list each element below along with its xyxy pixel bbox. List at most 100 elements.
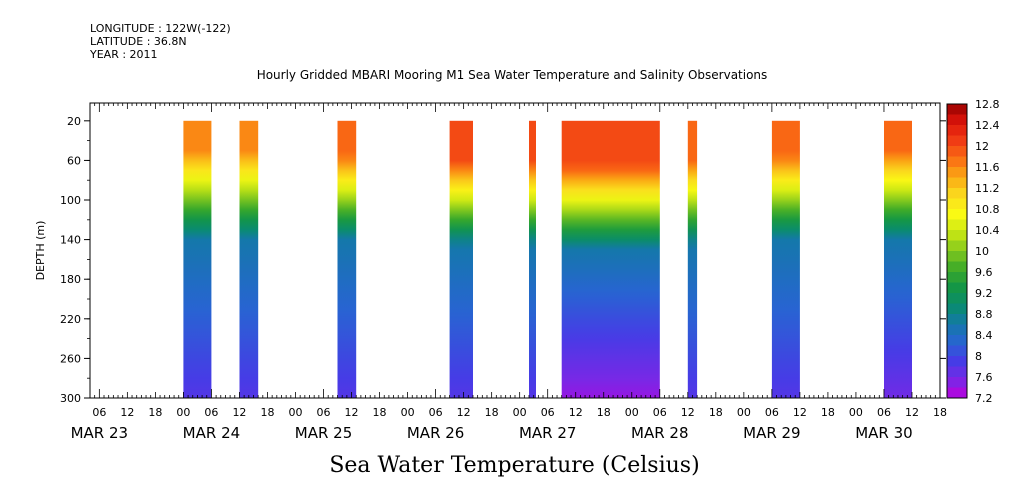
colorbar-band xyxy=(947,293,967,304)
colorbar-band xyxy=(947,240,967,252)
colorbar-label: 7.2 xyxy=(975,392,993,405)
y-tick-label: 140 xyxy=(60,234,81,247)
colorbar-label: 12.4 xyxy=(975,119,1000,132)
x-hour-label: 12 xyxy=(569,406,583,419)
colorbar-band xyxy=(947,335,967,346)
x-hour-label: 00 xyxy=(849,406,863,419)
colorbar-band xyxy=(947,198,967,210)
x-hour-label: 12 xyxy=(120,406,134,419)
colorbar-band xyxy=(947,356,967,367)
colorbar-label: 10 xyxy=(975,245,989,258)
x-hour-label: 06 xyxy=(541,406,555,419)
colorbar-band xyxy=(947,230,967,241)
x-hour-label: 00 xyxy=(737,406,751,419)
colorbar-label: 12 xyxy=(975,140,989,153)
colorbar-band xyxy=(947,251,967,262)
x-hour-label: 00 xyxy=(513,406,527,419)
axes: 06 12 18 00 06 12 18 00 06 12 18 00 06 12 18 00 06 12 18 00… xyxy=(34,102,947,442)
x-hour-label: 12 xyxy=(457,406,471,419)
colorbar-band xyxy=(947,377,967,388)
colorbar-label: 11.6 xyxy=(975,161,1000,174)
x-hour-label: 12 xyxy=(232,406,246,419)
x-hour-label: 18 xyxy=(485,406,499,419)
colorbar-label: 10.4 xyxy=(975,224,1000,237)
x-day-label: MAR 30 xyxy=(855,424,912,442)
colorbar-label: 10.8 xyxy=(975,203,1000,216)
x-day-label: MAR 23 xyxy=(71,424,128,442)
colorbar-band xyxy=(947,272,967,283)
x-hour-label: 06 xyxy=(204,406,218,419)
x-hour-label: 18 xyxy=(709,406,723,419)
x-hour-label: 00 xyxy=(176,406,190,419)
plot-area xyxy=(183,120,912,399)
plot-frame xyxy=(89,102,941,399)
colorbar-label: 8.4 xyxy=(975,329,993,342)
colorbar-band xyxy=(947,104,967,115)
x-hour-label: 12 xyxy=(793,406,807,419)
y-tick-label: 100 xyxy=(60,194,81,207)
y-tick-label: 60 xyxy=(67,154,81,167)
colorbar-label: 8.8 xyxy=(975,308,993,321)
x-day-label: MAR 28 xyxy=(631,424,688,442)
data-segment xyxy=(183,120,212,399)
data-segment xyxy=(337,120,357,399)
colorbar-label: 9.6 xyxy=(975,266,993,279)
x-hour-label: 18 xyxy=(597,406,611,419)
data-segment xyxy=(449,120,473,399)
x-hour-label: 00 xyxy=(288,406,302,419)
x-hour-label: 12 xyxy=(681,406,695,419)
colorbar-band xyxy=(947,188,967,199)
chart-title: Hourly Gridded MBARI Mooring M1 Sea Wate… xyxy=(256,68,768,82)
colorbar-label: 12.8 xyxy=(975,98,1000,111)
colorbar-band xyxy=(947,114,967,126)
x-hour-label: 00 xyxy=(401,406,415,419)
x-day-label: MAR 24 xyxy=(183,424,240,442)
x-hour-label: 06 xyxy=(877,406,891,419)
longitude-label: LONGITUDE : 122W(-122) xyxy=(90,22,231,35)
colorbar-label: 7.6 xyxy=(975,371,993,384)
colorbar-band xyxy=(947,282,967,294)
x-hour-label: 18 xyxy=(933,406,947,419)
y-axis-label: DEPTH (m) xyxy=(34,221,47,281)
colorbar-band xyxy=(947,209,967,220)
x-hour-label: 12 xyxy=(345,406,359,419)
colorbar-band xyxy=(947,125,967,136)
y-tick-label: 220 xyxy=(60,313,81,326)
colorbar-label: 8 xyxy=(975,350,982,363)
x-hour-label: 06 xyxy=(429,406,443,419)
colorbar-band xyxy=(947,146,967,157)
colorbar-band xyxy=(947,135,967,147)
data-segment xyxy=(561,120,660,399)
colorbar-band xyxy=(947,324,967,336)
x-day-label: MAR 26 xyxy=(407,424,464,442)
x-hour-label: 18 xyxy=(373,406,387,419)
variable-title: Sea Water Temperature (Celsius) xyxy=(329,453,700,478)
y-tick-label: 300 xyxy=(60,392,81,405)
x-hour-label: 00 xyxy=(625,406,639,419)
data-segment xyxy=(239,120,259,399)
data-segment xyxy=(687,120,698,399)
colorbar-band xyxy=(947,156,967,168)
colorbar-band xyxy=(947,314,967,325)
x-hour-label: 18 xyxy=(148,406,162,419)
colorbar-band xyxy=(947,303,967,315)
colorbar-band xyxy=(947,387,967,399)
x-hour-label: 06 xyxy=(92,406,106,419)
colorbar-band xyxy=(947,261,967,273)
x-day-label: MAR 27 xyxy=(519,424,576,442)
data-segment xyxy=(771,120,800,399)
x-hour-label: 12 xyxy=(905,406,919,419)
y-tick-label: 20 xyxy=(67,115,81,128)
colorbar-band xyxy=(947,177,967,189)
colorbar-band xyxy=(947,345,967,357)
x-hour-label: 06 xyxy=(317,406,331,419)
colorbar-band xyxy=(947,167,967,178)
x-day-label: MAR 29 xyxy=(743,424,800,442)
x-hour-label: 06 xyxy=(653,406,667,419)
y-tick-label: 260 xyxy=(60,352,81,365)
latitude-label: LATITUDE : 36.8N xyxy=(90,35,187,48)
x-day-label: MAR 25 xyxy=(295,424,352,442)
colorbar-band xyxy=(947,366,967,378)
y-tick-label: 180 xyxy=(60,273,81,286)
